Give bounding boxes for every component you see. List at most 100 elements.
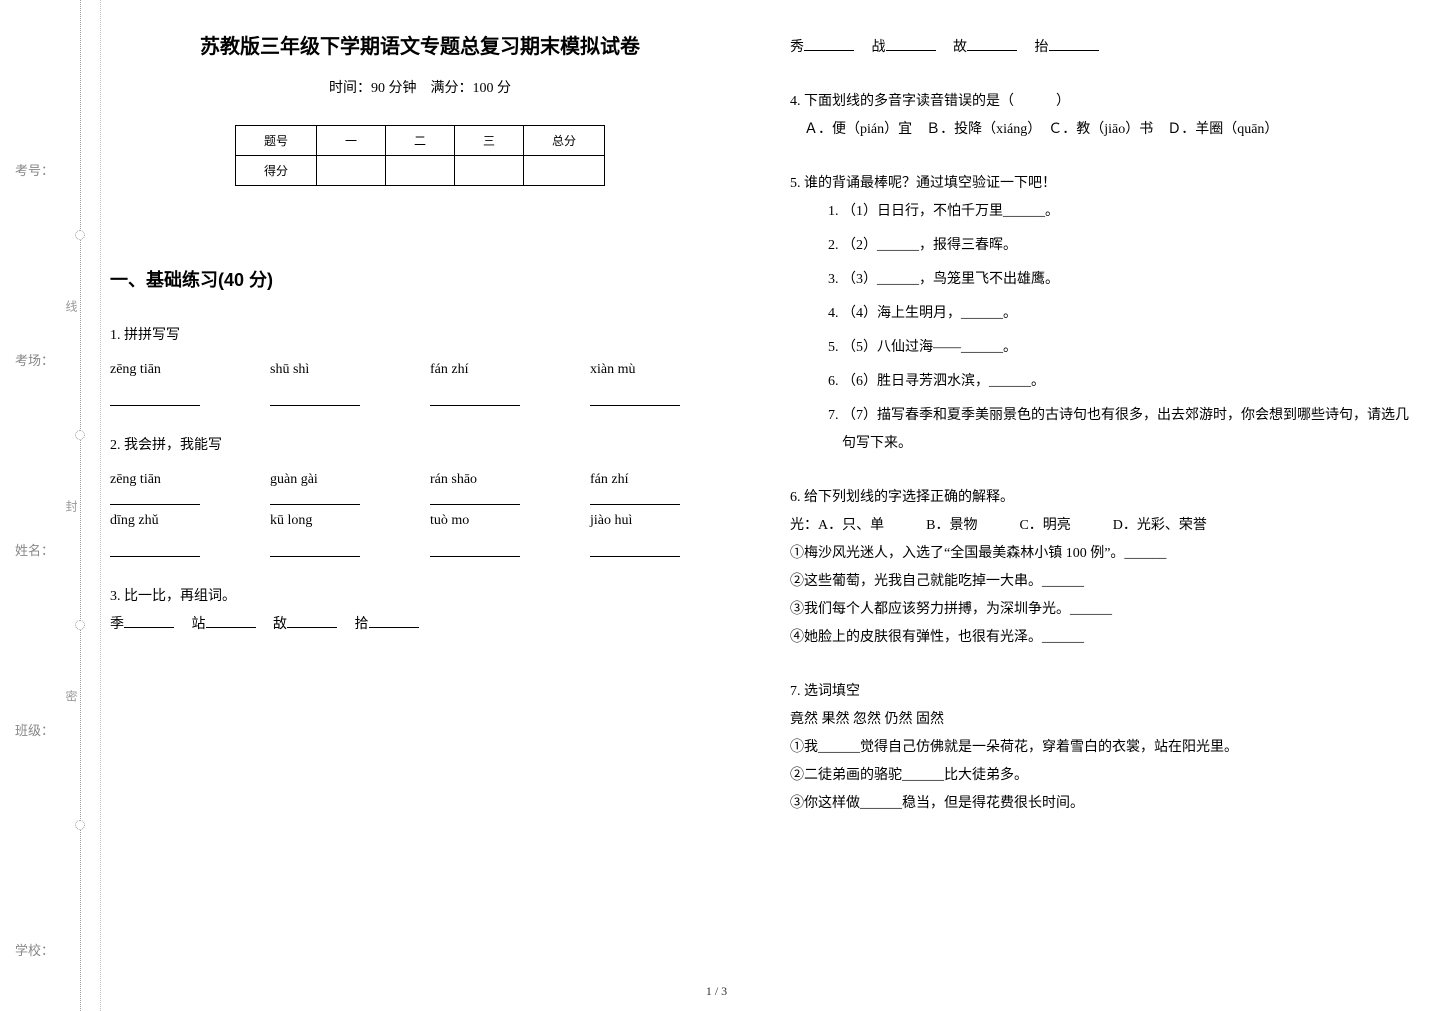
q3-label: 3. 比一比，再组词。 bbox=[110, 583, 730, 611]
question-7: 7. 选词填空 竟然 果然 忽然 仍然 固然 ①我______觉得自己仿佛就是一… bbox=[790, 678, 1410, 818]
q3-char: 抬 bbox=[1035, 40, 1049, 55]
pinyin: zēng tiān bbox=[110, 356, 200, 384]
q2-pinyin-row1: zēng tiān guàn gài rán shāo fán zhí bbox=[110, 466, 730, 494]
binding-inner-dots bbox=[100, 0, 101, 1011]
list-item: （6）胜日寻芳泗水滨，______。 bbox=[842, 368, 1410, 396]
blank bbox=[287, 614, 337, 628]
pinyin: shū shì bbox=[270, 356, 360, 384]
q3-char: 敌 bbox=[273, 617, 287, 632]
q7-item: ①我______觉得自己仿佛就是一朵荷花，穿着雪白的衣裳，站在阳光里。 bbox=[790, 734, 1410, 762]
score-td: 得分 bbox=[235, 156, 316, 186]
score-table: 题号 一 二 三 总分 得分 bbox=[235, 125, 605, 186]
q3-char: 战 bbox=[872, 40, 886, 55]
pinyin: rán shāo bbox=[430, 466, 520, 494]
q6-label: 6. 给下列划线的字选择正确的解释。 bbox=[790, 484, 1410, 512]
pinyin: fán zhí bbox=[590, 466, 680, 494]
left-column: 苏教版三年级下学期语文专题总复习期末模拟试卷 时间：90 分钟 满分：100 分… bbox=[110, 30, 730, 844]
blank bbox=[124, 614, 174, 628]
table-row: 得分 bbox=[235, 156, 604, 186]
q1-pinyin-row: zēng tiān shū shì fán zhí xiàn mù bbox=[110, 356, 730, 384]
list-item: （5）八仙过海——______。 bbox=[842, 334, 1410, 362]
list-item: （3）______，鸟笼里飞不出雄鹰。 bbox=[842, 266, 1410, 294]
blank bbox=[110, 539, 200, 557]
score-td bbox=[385, 156, 454, 186]
q7-item: ③你这样做______稳当，但是得花费很长时间。 bbox=[790, 790, 1410, 818]
blank bbox=[886, 37, 936, 51]
blank bbox=[369, 614, 419, 628]
binding-circle bbox=[75, 820, 85, 830]
blank bbox=[270, 539, 360, 557]
pinyin-over: tuò mo bbox=[430, 504, 520, 535]
q7-bank: 竟然 果然 忽然 仍然 固然 bbox=[790, 706, 1410, 734]
q3-char: 站 bbox=[192, 617, 206, 632]
side-label-school: 学校： bbox=[15, 940, 54, 959]
side-label-name: 姓名： bbox=[15, 540, 54, 559]
binding-margin: 考号： 考场： 姓名： 班级： 学校： 线 封 密 bbox=[10, 0, 100, 1011]
blank bbox=[110, 388, 200, 406]
score-td bbox=[455, 156, 524, 186]
q5-list: （1）日日行，不怕千万里______。 （2）______，报得三春晖。 （3）… bbox=[842, 198, 1410, 458]
q1-blank-row bbox=[110, 388, 730, 406]
score-th: 三 bbox=[455, 126, 524, 156]
score-th: 总分 bbox=[524, 126, 605, 156]
q6-item: ④她脸上的皮肤很有弹性，也很有光泽。______ bbox=[790, 624, 1410, 652]
exam-subtitle: 时间：90 分钟 满分：100 分 bbox=[110, 77, 730, 97]
q7-label: 7. 选词填空 bbox=[790, 678, 1410, 706]
blank bbox=[590, 539, 680, 557]
question-3: 3. 比一比，再组词。 季 站 敌 拾 bbox=[110, 583, 730, 639]
blank bbox=[804, 37, 854, 51]
pinyin: guàn gài bbox=[270, 466, 360, 494]
q1-label: 1. 拼拼写写 bbox=[110, 322, 730, 350]
question-6: 6. 给下列划线的字选择正确的解释。 光：A．只、单 B．景物 C．明亮 D．光… bbox=[790, 484, 1410, 652]
list-item: （4）海上生明月，______。 bbox=[842, 300, 1410, 328]
binding-glyph-mi: 密 bbox=[63, 690, 80, 702]
q3-char: 季 bbox=[110, 617, 124, 632]
question-4: 4. 下面划线的多音字读音错误的是（ ） Ａ．便（pián）宜 Ｂ．投降（xiá… bbox=[790, 88, 1410, 144]
list-item: （1）日日行，不怕千万里______。 bbox=[842, 198, 1410, 226]
binding-outer-dots bbox=[80, 0, 81, 1011]
q4-options: Ａ．便（pián）宜 Ｂ．投降（xiáng） Ｃ．教（jiāo）书 Ｄ．羊圈（q… bbox=[790, 116, 1410, 144]
q3-line-a: 季 站 敌 拾 bbox=[110, 611, 730, 639]
pinyin: fán zhí bbox=[430, 356, 520, 384]
q3-char: 故 bbox=[953, 40, 967, 55]
q2-pinyin-row2: dīng zhǔ kū long tuò mo jiào huì bbox=[110, 504, 730, 535]
blank bbox=[590, 388, 680, 406]
q6-stem: 光：A．只、单 B．景物 C．明亮 D．光彩、荣誉 bbox=[790, 512, 1410, 540]
side-label-exam-id: 考号： bbox=[15, 160, 54, 179]
question-2: 2. 我会拼，我能写 zēng tiān guàn gài rán shāo f… bbox=[110, 432, 730, 557]
q6-item: ③我们每个人都应该努力拼搏，为深圳争光。______ bbox=[790, 596, 1410, 624]
section-heading-1: 一、基础练习(40 分) bbox=[110, 266, 730, 292]
q2-label: 2. 我会拼，我能写 bbox=[110, 432, 730, 460]
blank bbox=[430, 388, 520, 406]
pinyin: zēng tiān bbox=[110, 466, 200, 494]
list-item: （2）______，报得三春晖。 bbox=[842, 232, 1410, 260]
q7-item: ②二徒弟画的骆驼______比大徒弟多。 bbox=[790, 762, 1410, 790]
q3-line-b-wrap: 秀 战 故 抬 bbox=[790, 34, 1410, 62]
q2-blank-row bbox=[110, 539, 730, 557]
binding-circle bbox=[75, 620, 85, 630]
binding-glyph-xian: 线 bbox=[63, 300, 80, 312]
q3-char: 秀 bbox=[790, 40, 804, 55]
side-label-class: 班级： bbox=[15, 720, 54, 739]
score-th: 二 bbox=[385, 126, 454, 156]
q5-label: 5. 谁的背诵最棒呢？通过填空验证一下吧！ bbox=[790, 170, 1410, 198]
q3-line-b: 秀 战 故 抬 bbox=[790, 34, 1410, 62]
pinyin-over: jiào huì bbox=[590, 504, 680, 535]
blank bbox=[430, 539, 520, 557]
page-footer: 1 / 3 bbox=[0, 984, 1433, 999]
score-th: 一 bbox=[316, 126, 385, 156]
score-td bbox=[524, 156, 605, 186]
q4-label: 4. 下面划线的多音字读音错误的是（ ） bbox=[790, 88, 1410, 116]
q6-item: ②这些葡萄，光我自己就能吃掉一大串。______ bbox=[790, 568, 1410, 596]
right-column: 秀 战 故 抬 4. 下面划线的多音字读音错误的是（ ） Ａ．便（pián）宜 … bbox=[790, 30, 1410, 844]
blank bbox=[1049, 37, 1099, 51]
blank bbox=[967, 37, 1017, 51]
pinyin: xiàn mù bbox=[590, 356, 680, 384]
binding-circle bbox=[75, 230, 85, 240]
question-1: 1. 拼拼写写 zēng tiān shū shì fán zhí xiàn m… bbox=[110, 322, 730, 406]
binding-glyph-feng: 封 bbox=[63, 500, 80, 512]
side-label-room: 考场： bbox=[15, 350, 54, 369]
score-th: 题号 bbox=[235, 126, 316, 156]
question-5: 5. 谁的背诵最棒呢？通过填空验证一下吧！ （1）日日行，不怕千万里______… bbox=[790, 170, 1410, 458]
pinyin-over: kū long bbox=[270, 504, 360, 535]
